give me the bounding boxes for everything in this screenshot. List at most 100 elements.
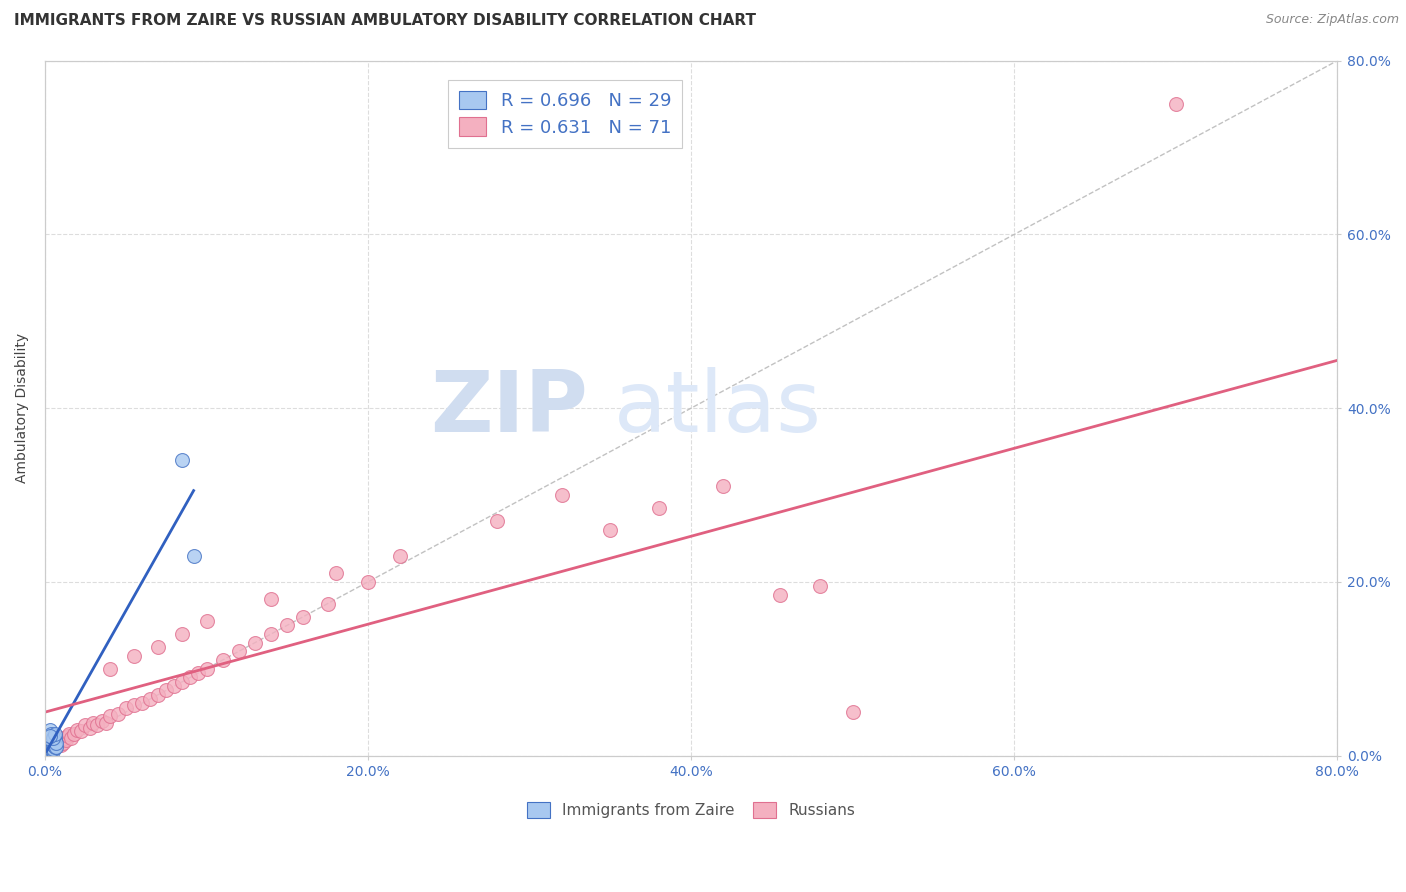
Point [37,741,59,756]
Point [187,666,209,681]
Point [75,718,97,732]
Point [260,592,283,607]
Point [44,727,66,741]
Point [357,574,380,589]
Y-axis label: Ambulatory Disability: Ambulatory Disability [15,333,30,483]
Point [146,688,169,702]
Point [38,723,60,737]
Point [179,670,201,684]
Point [41,741,63,756]
Text: Source: ZipAtlas.com: Source: ZipAtlas.com [1265,13,1399,27]
Point [98,709,121,723]
Point [48,731,70,746]
Point [44,735,66,749]
Point [37,744,59,758]
Point [96,715,118,730]
Point [172,453,194,467]
Point [44,739,66,754]
Point [41,739,63,754]
Point [66,723,89,737]
Point [55,733,77,747]
Point [41,735,63,749]
Point [53,731,76,746]
Point [42,731,65,746]
Point [1164,97,1187,112]
Point [37,739,59,754]
Point [38,742,60,756]
Point [45,733,67,747]
Point [41,733,63,747]
Point [59,731,82,746]
Point [46,735,69,749]
Point [42,738,65,752]
Point [155,683,177,698]
Point [810,579,832,593]
Point [41,739,63,754]
Point [195,662,218,676]
Point [45,735,67,749]
Point [38,744,60,758]
Point [35,744,58,758]
Point [41,735,63,749]
Point [82,715,104,730]
Point [713,479,735,493]
Point [122,648,145,663]
Point [90,714,112,728]
Point [37,731,59,746]
Point [42,741,65,756]
Point [325,566,347,581]
Point [195,614,218,628]
Point [49,733,72,747]
Point [769,588,792,602]
Point [45,739,67,754]
Text: atlas: atlas [613,367,821,450]
Legend: Immigrants from Zaire, Russians: Immigrants from Zaire, Russians [522,797,862,824]
Point [42,741,65,756]
Point [52,735,75,749]
Point [69,724,91,739]
Point [172,674,194,689]
Point [42,735,65,749]
Point [79,721,101,735]
Point [114,700,136,714]
Point [172,627,194,641]
Point [139,692,162,706]
Point [37,741,59,756]
Point [316,597,339,611]
Point [648,501,671,516]
Point [86,718,108,732]
Point [56,730,79,744]
Point [228,644,250,658]
Point [131,697,153,711]
Point [122,698,145,713]
Point [38,739,60,754]
Point [44,731,66,746]
Point [35,744,58,758]
Point [42,738,65,752]
Point [38,738,60,752]
Point [243,635,266,649]
Text: ZIP: ZIP [430,367,588,450]
Point [599,523,621,537]
Point [146,640,169,654]
Point [41,744,63,758]
Text: IMMIGRANTS FROM ZAIRE VS RUSSIAN AMBULATORY DISABILITY CORRELATION CHART: IMMIGRANTS FROM ZAIRE VS RUSSIAN AMBULAT… [14,13,756,29]
Point [389,549,412,563]
Point [38,738,60,752]
Point [486,514,509,528]
Point [45,738,67,752]
Point [41,727,63,741]
Point [44,739,66,754]
Point [58,727,80,741]
Point [842,705,865,719]
Point [98,662,121,676]
Point [276,618,298,632]
Point [292,609,315,624]
Point [551,488,574,502]
Point [63,727,86,741]
Point [260,627,283,641]
Point [163,679,186,693]
Point [44,735,66,749]
Point [211,653,233,667]
Point [107,706,129,721]
